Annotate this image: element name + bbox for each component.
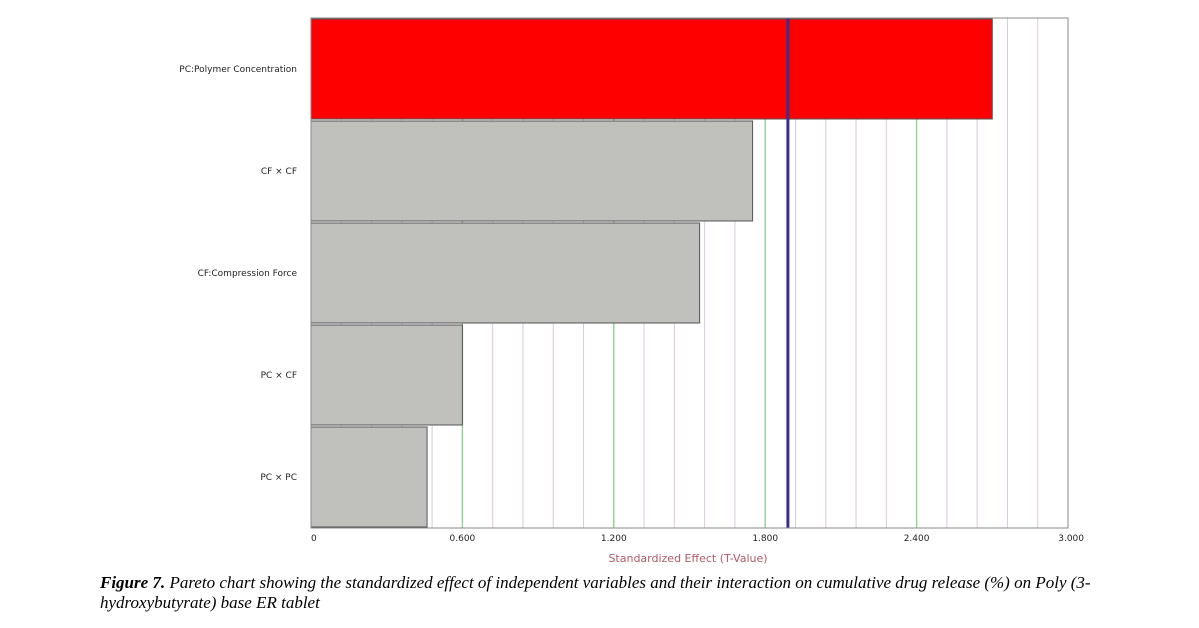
caption-text: Pareto chart showing the standardized ef… [100,573,1091,612]
x-tick-label: 0.600 [450,534,476,544]
figure-label: Figure 7. [100,573,166,592]
x-axis-title: Standardized Effect (T-Value) [608,552,767,565]
x-tick-label: 0 [311,534,317,544]
x-tick-label: 3.000 [1058,534,1084,544]
pareto-chart: PC:Polymer Concentration CF × CF CF:Compre… [179,17,1084,565]
plot-frame [310,17,1069,529]
bar [310,324,463,426]
category-label: PC × PC [260,473,297,483]
category-label: CF:Compression Force [198,269,298,279]
category-label: CF × CF [261,167,297,177]
figure-caption: Figure 7. Pareto chart showing the stand… [100,573,1140,613]
category-label: PC:Polymer Concentration [179,65,297,75]
x-tick-label: 1.800 [752,534,778,544]
bar [310,120,754,222]
category-label: PC × CF [261,371,297,381]
bar [310,426,428,528]
bar [310,222,701,324]
plot-border [310,17,1069,529]
x-tick-labels: 0 0.600 1.200 1.800 2.400 3.000 [311,534,1084,544]
bars [310,18,993,528]
category-labels: PC:Polymer Concentration CF × CF CF:Compre… [179,65,297,483]
bar [310,18,993,120]
x-tick-label: 1.200 [601,534,627,544]
x-tick-label: 2.400 [904,534,930,544]
